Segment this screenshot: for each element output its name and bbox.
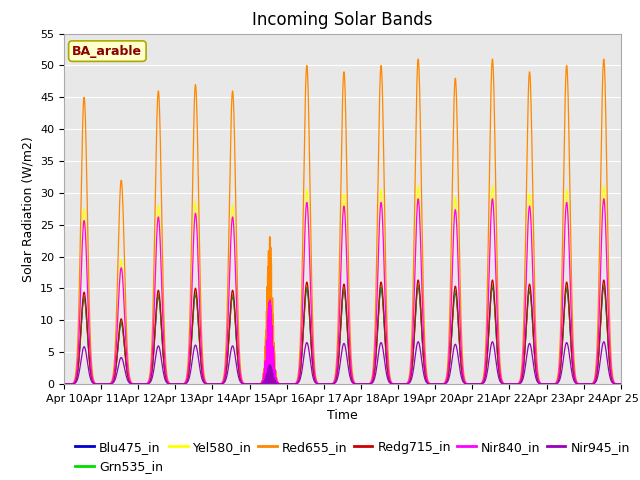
Red655_in — [436, 381, 444, 387]
Legend: Blu475_in, Grn535_in, Yel580_in, Red655_in, Redg715_in, Nir840_in, Nir945_in: Blu475_in, Grn535_in, Yel580_in, Red655_… — [70, 436, 635, 478]
Text: BA_arable: BA_arable — [72, 45, 142, 58]
Yel580_in — [616, 381, 624, 387]
Blu475_in — [322, 381, 330, 387]
Nir840_in — [60, 381, 68, 387]
Red655_in — [600, 56, 607, 62]
Yel580_in — [617, 381, 625, 387]
Nir945_in — [617, 381, 625, 387]
Blu475_in — [436, 381, 444, 387]
Nir945_in — [160, 373, 168, 379]
Red655_in — [499, 379, 506, 384]
Grn535_in — [617, 381, 625, 387]
Grn535_in — [467, 381, 475, 387]
Line: Redg715_in: Redg715_in — [64, 280, 621, 384]
Nir945_in — [322, 381, 330, 387]
Line: Grn535_in: Grn535_in — [64, 285, 621, 384]
Y-axis label: Solar Radiation (W/m2): Solar Radiation (W/m2) — [22, 136, 35, 282]
Redg715_in — [436, 381, 444, 387]
Nir945_in — [616, 381, 624, 387]
Grn535_in — [436, 381, 444, 387]
Nir945_in — [467, 381, 475, 387]
Red655_in — [617, 381, 625, 387]
Line: Nir945_in: Nir945_in — [64, 342, 621, 384]
Yel580_in — [467, 381, 475, 387]
Yel580_in — [600, 183, 607, 189]
Line: Blu475_in: Blu475_in — [64, 287, 621, 384]
Grn535_in — [322, 381, 330, 387]
Line: Nir840_in: Nir840_in — [64, 199, 621, 384]
Redg715_in — [467, 381, 475, 387]
Blu475_in — [60, 381, 68, 387]
Red655_in — [160, 318, 168, 324]
Nir840_in — [499, 380, 506, 385]
Blu475_in — [617, 381, 625, 387]
Yel580_in — [436, 381, 444, 387]
Grn535_in — [600, 282, 607, 288]
Red655_in — [322, 381, 330, 387]
X-axis label: Time: Time — [327, 409, 358, 422]
Nir945_in — [436, 381, 444, 387]
Grn535_in — [499, 381, 506, 386]
Nir840_in — [160, 345, 168, 351]
Line: Red655_in: Red655_in — [64, 59, 621, 384]
Grn535_in — [616, 381, 624, 387]
Red655_in — [467, 381, 475, 387]
Redg715_in — [60, 381, 68, 387]
Nir840_in — [436, 381, 444, 387]
Nir840_in — [616, 381, 624, 387]
Red655_in — [60, 381, 68, 387]
Yel580_in — [160, 343, 168, 348]
Nir945_in — [499, 381, 506, 386]
Nir945_in — [60, 381, 68, 387]
Nir945_in — [600, 339, 607, 345]
Redg715_in — [499, 381, 506, 386]
Nir840_in — [617, 381, 625, 387]
Redg715_in — [617, 381, 625, 387]
Nir840_in — [467, 381, 475, 387]
Redg715_in — [160, 361, 168, 367]
Redg715_in — [600, 277, 607, 283]
Red655_in — [616, 381, 624, 387]
Title: Incoming Solar Bands: Incoming Solar Bands — [252, 11, 433, 29]
Yel580_in — [322, 381, 330, 387]
Blu475_in — [160, 362, 168, 368]
Redg715_in — [322, 381, 330, 387]
Line: Yel580_in: Yel580_in — [64, 186, 621, 384]
Grn535_in — [60, 381, 68, 387]
Blu475_in — [467, 381, 475, 387]
Yel580_in — [499, 380, 506, 385]
Yel580_in — [60, 381, 68, 387]
Blu475_in — [600, 284, 607, 289]
Blu475_in — [616, 381, 624, 387]
Nir840_in — [600, 196, 607, 202]
Nir840_in — [322, 381, 330, 387]
Blu475_in — [499, 381, 506, 386]
Grn535_in — [160, 362, 168, 368]
Redg715_in — [616, 381, 624, 387]
